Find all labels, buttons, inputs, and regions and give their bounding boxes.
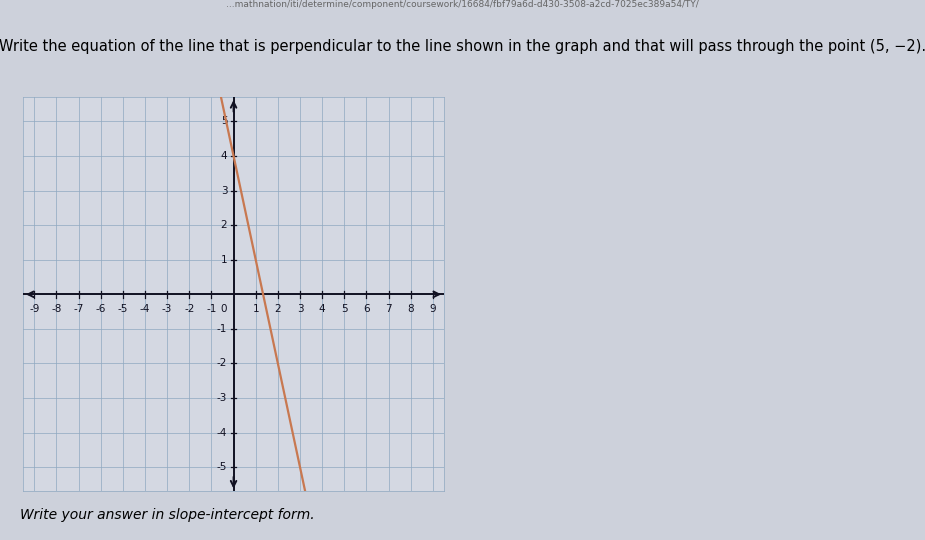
Text: Write your answer in slope-intercept form.: Write your answer in slope-intercept for… (20, 509, 315, 522)
Text: -7: -7 (73, 304, 83, 314)
Text: -9: -9 (29, 304, 40, 314)
Text: -4: -4 (217, 428, 228, 437)
Text: 3: 3 (297, 304, 303, 314)
Text: 0: 0 (221, 304, 228, 314)
Text: 8: 8 (407, 304, 414, 314)
Text: 5: 5 (221, 117, 228, 126)
Text: 3: 3 (221, 186, 228, 195)
Text: -4: -4 (140, 304, 150, 314)
Text: -1: -1 (217, 324, 228, 334)
Text: -2: -2 (184, 304, 194, 314)
Text: -2: -2 (217, 359, 228, 368)
Text: -1: -1 (206, 304, 216, 314)
Text: 9: 9 (429, 304, 437, 314)
Text: 4: 4 (221, 151, 228, 161)
Text: -5: -5 (117, 304, 128, 314)
Text: 1: 1 (221, 255, 228, 265)
Text: 4: 4 (319, 304, 326, 314)
Text: 7: 7 (386, 304, 392, 314)
Text: Write the equation of the line that is perpendicular to the line shown in the gr: Write the equation of the line that is p… (0, 39, 925, 54)
Text: ...mathnation/iti/determine/component/coursework/16684/fbf79a6d-d430-3508-a2cd-7: ...mathnation/iti/determine/component/co… (226, 0, 699, 9)
Text: -3: -3 (217, 393, 228, 403)
Text: 5: 5 (341, 304, 348, 314)
Text: -6: -6 (95, 304, 105, 314)
Text: -3: -3 (162, 304, 172, 314)
Text: 2: 2 (275, 304, 281, 314)
Text: 1: 1 (253, 304, 259, 314)
Text: 6: 6 (364, 304, 370, 314)
Text: -5: -5 (217, 462, 228, 472)
Text: -8: -8 (51, 304, 62, 314)
Text: 2: 2 (221, 220, 228, 230)
